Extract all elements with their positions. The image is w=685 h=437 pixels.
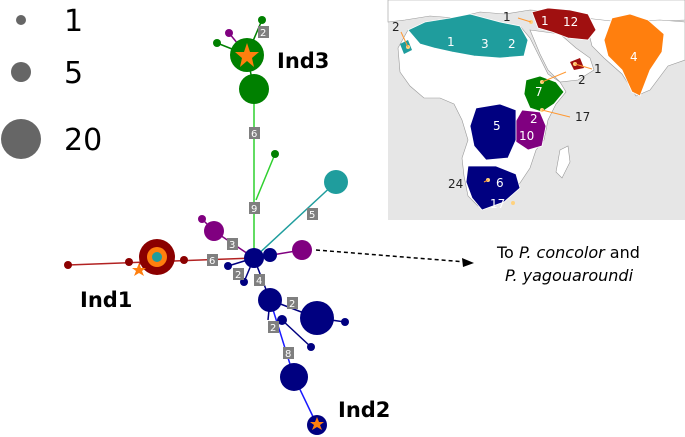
map-count-namibia: 24 [448, 177, 463, 191]
group-label-ind2: Ind2 [338, 398, 390, 422]
map-count-south-africa-lower: 17 [490, 197, 505, 211]
node-purple-2 [198, 215, 206, 223]
branch-label-10: 2 [270, 323, 276, 334]
legend-circle-1 [16, 15, 26, 25]
branch-label-3: 9 [251, 204, 257, 215]
node-red-small [125, 258, 133, 266]
node-blue-i [280, 363, 308, 391]
map-count-india: 4 [630, 50, 638, 64]
branch-label-1: 2 [260, 28, 266, 39]
map-count-tanzania-edge: 17 [575, 110, 590, 124]
outgroup-arrowhead [462, 258, 474, 267]
legend-circle-20 [1, 119, 41, 159]
node-blue-h [307, 343, 315, 351]
map-callout-levant [517, 17, 532, 23]
map-count-oman: 1 [594, 62, 602, 76]
map-count-yemen: 2 [578, 73, 586, 87]
network-nodes [64, 16, 349, 435]
map-madagascar [555, 145, 571, 179]
edge-blue-j [281, 319, 312, 348]
map-count-tanzania: 10 [519, 129, 534, 143]
group-label-ind1: Ind1 [80, 288, 132, 312]
node-purple-1 [204, 221, 224, 241]
map-count-congo: 5 [493, 119, 501, 133]
branch-label-5: 3 [229, 240, 235, 251]
map-region-north-africa [407, 13, 529, 59]
branch-labels: 2 6 9 5 3 6 2 4 2 2 8 [207, 26, 318, 360]
branch-label-2: 6 [251, 129, 257, 140]
node-green-5 [271, 150, 279, 158]
node-ind1-core [152, 252, 162, 262]
node-blue-f [341, 318, 349, 326]
star-ind3-icon [235, 43, 259, 67]
map-callout-oman [574, 63, 593, 70]
node-green-4 [213, 39, 221, 47]
distribution-map: 2 1 3 2 1 1 12 1 2 4 7 2 17 5 10 24 6 17 [387, 0, 685, 220]
map-region-southern-africa [465, 165, 521, 211]
map-region-horn [523, 75, 565, 113]
outgroup-line-1: To P. concolor and [496, 243, 640, 262]
size-legend: 1 5 20 [1, 4, 102, 159]
legend-label-1: 1 [64, 4, 83, 39]
branch-label-4: 5 [309, 210, 315, 221]
map-count-libya: 3 [481, 37, 489, 51]
node-red-right [180, 256, 188, 264]
legend-label-20: 20 [64, 123, 102, 158]
branch-label-8: 4 [256, 276, 262, 287]
star-ind1-icon [132, 263, 146, 276]
outgroup-dashed-line [315, 249, 467, 263]
map-callout-yemen [541, 71, 567, 83]
map-count-iraq: 1 [541, 14, 549, 28]
node-blue-a [263, 248, 277, 262]
legend-label-5: 5 [64, 56, 83, 91]
legend-circle-5 [11, 62, 31, 82]
map-callout-morocco [400, 31, 409, 48]
map-count-kenya: 2 [530, 112, 538, 126]
map-region-india [603, 13, 665, 97]
map-region-middle-east [531, 7, 597, 41]
outgroup-line-2: P. yagouaroundi [505, 266, 634, 285]
node-green-3 [258, 16, 266, 24]
map-count-ethiopia: 7 [535, 85, 543, 99]
node-teal [324, 170, 348, 194]
node-blue-e [300, 301, 334, 335]
edge-teal [253, 181, 337, 259]
map-callout-kenya [541, 109, 571, 118]
branch-label-11: 8 [285, 349, 291, 360]
map-count-levant: 1 [503, 10, 511, 24]
node-purple-top [225, 29, 233, 37]
node-blue-g [277, 315, 287, 325]
branch-label-9: 2 [289, 299, 295, 310]
node-green-2 [239, 74, 269, 104]
map-count-algeria: 1 [447, 35, 455, 49]
edge-green-side [255, 153, 276, 201]
map-dot-south-africa [511, 201, 515, 205]
group-label-ind3: Ind3 [277, 49, 329, 73]
map-callout-namibia [483, 179, 489, 183]
map-count-egypt: 2 [508, 37, 516, 51]
map-count-nw-africa: 2 [392, 20, 400, 34]
node-purple-3 [292, 240, 312, 260]
node-blue-center [244, 248, 264, 268]
node-blue-b [224, 262, 232, 270]
node-red-left [64, 261, 72, 269]
branch-label-6: 6 [209, 256, 215, 267]
star-ind2-icon [310, 417, 324, 430]
node-blue-d [258, 288, 282, 312]
map-count-iran: 12 [563, 15, 578, 29]
map-count-south-africa: 6 [496, 176, 504, 190]
branch-label-7: 2 [235, 270, 241, 281]
map-region-central-africa [469, 103, 517, 161]
